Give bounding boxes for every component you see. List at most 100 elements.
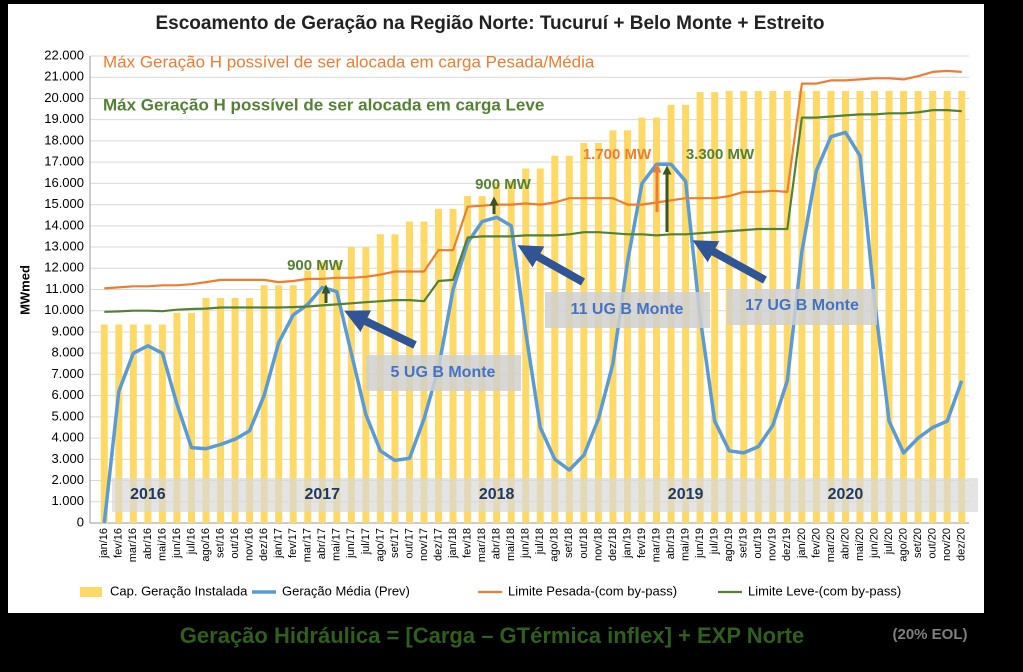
x-tick-label: jun/17 <box>345 528 357 559</box>
y-tick-label: 13.000 <box>44 238 84 253</box>
annotation: Máx Geração H possível de ser alocada em… <box>103 52 595 71</box>
x-tick-label: jan/18 <box>447 528 459 559</box>
x-tick-label: nov/19 <box>767 528 779 561</box>
x-tick-label: jun/18 <box>520 528 532 559</box>
x-tick-label: set/20 <box>912 528 924 558</box>
bar <box>522 168 530 523</box>
x-tick-label: fev/16 <box>113 528 125 558</box>
annotation: 3.300 MW <box>686 146 755 163</box>
bar <box>347 247 355 523</box>
y-tick-label: 8.000 <box>51 345 84 360</box>
bar <box>173 312 181 523</box>
x-tick-label: dez/20 <box>956 528 968 561</box>
annotation: 900 MW <box>475 176 532 193</box>
x-tick-label: set/19 <box>738 528 750 558</box>
x-tick-label: out/17 <box>403 528 415 559</box>
x-tick-label: ago/20 <box>898 528 910 562</box>
x-tick-label: abr/19 <box>665 528 677 559</box>
y-tick-label: 12.000 <box>44 260 84 275</box>
x-tick-label: ago/17 <box>374 528 386 562</box>
x-tick-label: jul/17 <box>360 528 372 555</box>
y-tick-label: 2.000 <box>51 472 84 487</box>
y-tick-label: 9.000 <box>51 323 84 338</box>
x-tick-label: jun/20 <box>868 528 880 559</box>
bar <box>580 143 588 524</box>
line <box>102 130 964 524</box>
y-tick-label: 17.000 <box>44 154 84 169</box>
x-tick-label: mai/18 <box>505 528 517 561</box>
y-tick-label: 22.000 <box>44 47 84 62</box>
x-tick-label: dez/19 <box>781 528 793 561</box>
bar <box>885 91 893 524</box>
bar <box>275 285 283 523</box>
arrow <box>517 245 585 286</box>
x-tick-label: fev/19 <box>636 528 648 558</box>
legend-label: Limite Pesada-(com by-pass) <box>508 583 677 598</box>
legend-swatch <box>80 587 102 597</box>
x-tick-label: abr/17 <box>316 528 328 559</box>
bar <box>551 155 559 523</box>
annotation: 5 UG B Monte <box>391 364 496 381</box>
annotation: 1.700 MW <box>583 146 652 163</box>
year-label: 2020 <box>828 486 864 503</box>
annotation: Máx Geração H possível de ser alocada em… <box>103 95 544 114</box>
y-tick-label: 10.000 <box>44 302 84 317</box>
x-tick-label: out/20 <box>927 528 939 559</box>
label-box <box>727 289 877 325</box>
chart-title: Escoamento de Geração na Região Norte: T… <box>155 13 824 34</box>
bar <box>900 91 908 524</box>
bar <box>565 155 573 523</box>
y-tick-label: 11.000 <box>45 281 84 296</box>
line <box>104 109 962 313</box>
y-tick-label: 6.000 <box>51 387 84 402</box>
bar <box>217 297 225 523</box>
bar <box>144 324 152 523</box>
y-tick-label: 19.000 <box>44 111 84 126</box>
x-tick-label: set/18 <box>563 528 575 558</box>
x-tick-label: mar/19 <box>650 528 662 562</box>
x-tick-label: nov/16 <box>244 528 256 561</box>
legend-label: Cap. Geração Instalada <box>110 583 248 598</box>
x-tick-label: out/16 <box>229 528 241 559</box>
x-tick-label: mar/16 <box>127 528 139 562</box>
annotation: 17 UG B Monte <box>745 297 859 314</box>
footer-formula: Geração Hidráulica = [Carga – GTérmica i… <box>180 623 804 648</box>
y-tick-label: 5.000 <box>51 408 84 423</box>
y-tick-label: 21.000 <box>44 69 84 84</box>
line <box>104 69 962 290</box>
legend-label: Geração Média (Prev) <box>282 583 410 598</box>
x-tick-label: fev/17 <box>287 528 299 558</box>
x-tick-label: dez/18 <box>607 528 619 561</box>
x-tick-label: ago/18 <box>549 528 561 562</box>
y-tick-label: 4.000 <box>51 430 84 445</box>
arrow <box>344 310 417 349</box>
x-tick-label: jul/19 <box>709 528 721 555</box>
y-tick-label: 18.000 <box>44 132 84 147</box>
x-tick-label: jul/20 <box>883 528 895 555</box>
year-label: 2017 <box>304 486 340 503</box>
year-band <box>112 478 978 512</box>
x-tick-label: jul/18 <box>534 528 546 555</box>
x-tick-label: out/18 <box>578 528 590 559</box>
arrow <box>692 240 767 284</box>
x-tick-label: mai/19 <box>680 528 692 561</box>
y-axis-label: MWmed <box>17 265 32 315</box>
bar <box>943 91 951 524</box>
bar <box>929 91 937 524</box>
x-tick-label: fev/18 <box>462 528 474 558</box>
annotation: 11 UG B Monte <box>571 301 684 318</box>
y-tick-label: 15.000 <box>44 196 84 211</box>
x-tick-label: jan/19 <box>621 528 633 559</box>
bar <box>202 297 210 523</box>
bar <box>536 168 544 523</box>
bar <box>115 324 123 523</box>
bar <box>260 285 268 523</box>
bar <box>493 183 501 523</box>
bar <box>594 143 602 524</box>
bar <box>304 270 312 523</box>
bar <box>914 91 922 524</box>
grid: 0 1.000 2.000 3.000 4.000 5.000 6.000 7.000 8.00… <box>44 47 969 529</box>
x-tick-label: mai/17 <box>331 528 343 561</box>
